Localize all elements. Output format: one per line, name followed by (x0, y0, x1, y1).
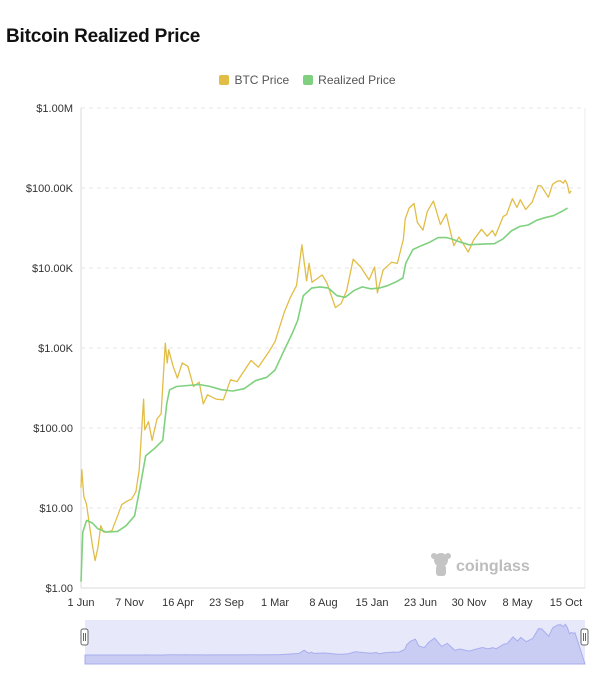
navigator-handle-right[interactable] (580, 628, 589, 646)
series-line-btc-price (80, 179, 572, 562)
y-tick-label: $10.00 (39, 503, 73, 515)
x-tick-label: 15 Oct (550, 597, 582, 609)
legend-label-btc-price: BTC Price (234, 73, 290, 87)
legend-swatch-btc-price (219, 75, 230, 85)
navigator-handle-left[interactable] (80, 628, 89, 646)
y-tick-label: $100.00 (33, 423, 73, 435)
x-tick-label: 1 Jun (68, 597, 95, 609)
coinglass-logo-icon (431, 553, 451, 576)
chart-legend: BTC Price Realized Price (0, 73, 615, 87)
x-tick-label: 15 Jan (355, 597, 388, 609)
x-tick-label: 8 May (503, 597, 533, 609)
series-line-realized-price (80, 207, 569, 582)
legend-label-realized-price: Realized Price (318, 73, 396, 87)
legend-item-btc-price[interactable]: BTC Price (219, 73, 289, 87)
y-tick-label: $100.00K (26, 183, 74, 195)
watermark-text: coinglass (456, 558, 530, 575)
x-tick-label: 8 Aug (309, 597, 337, 609)
x-tick-label: 16 Apr (162, 597, 194, 609)
range-navigator[interactable] (80, 620, 589, 665)
x-tick-label: 30 Nov (452, 597, 487, 609)
y-tick-label: $1.00K (38, 343, 74, 355)
watermark: coinglass (431, 553, 530, 576)
x-tick-label: 23 Jun (404, 597, 437, 609)
x-tick-label: 1 Mar (261, 597, 289, 609)
legend-item-realized-price[interactable]: Realized Price (303, 73, 396, 87)
x-tick-label: 23 Sep (209, 597, 244, 609)
x-tick-label: 7 Nov (115, 597, 144, 609)
y-tick-label: $1.00 (45, 583, 73, 595)
navigator-preview (84, 623, 586, 665)
legend-swatch-realized-price (303, 75, 314, 85)
y-tick-label: $1.00M (36, 103, 73, 115)
y-tick-label: $10.00K (32, 263, 74, 275)
page-title: Bitcoin Realized Price (6, 26, 201, 47)
